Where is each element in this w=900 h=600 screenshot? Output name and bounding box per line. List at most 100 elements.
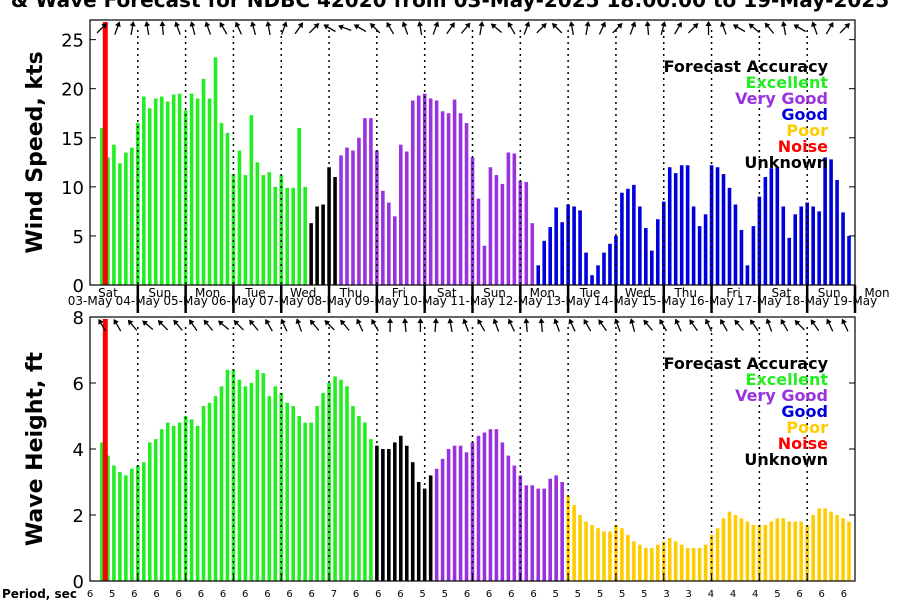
wave-bar (739, 518, 744, 581)
wave-bar (697, 548, 702, 581)
wind-bar (632, 184, 636, 285)
wind-direction-arrow (536, 23, 547, 34)
arrow-head (507, 21, 513, 28)
wave-legend-item: Good (781, 402, 828, 421)
arrow-head (309, 319, 316, 326)
wave-bar (357, 416, 361, 581)
wave-bar (596, 528, 600, 581)
arrow-head (793, 24, 800, 30)
arrow-head (127, 319, 134, 326)
period-value: 6 (198, 589, 204, 600)
wind-bar (542, 240, 547, 285)
wave-bar (536, 488, 541, 581)
wave-legend-item: Unknown (744, 450, 828, 469)
arrow-head (265, 318, 271, 325)
wave-bar (219, 386, 224, 581)
wave-bar (769, 521, 774, 581)
wave-bar (267, 396, 272, 581)
period-value: 6 (819, 589, 825, 600)
wave-direction-arrow (734, 319, 744, 331)
arrow-head (265, 21, 272, 27)
wind-bar (100, 127, 104, 286)
wave-bar (733, 515, 738, 581)
wind-bar (279, 175, 284, 285)
x-day-label: Thu (339, 286, 363, 300)
wave-direction-arrow (462, 318, 469, 332)
wind-bar (112, 144, 116, 285)
wave-bar (679, 544, 684, 581)
wind-y-tick-label: 10 (61, 178, 84, 199)
x-day-label: Mon (864, 286, 889, 300)
arrow-head (173, 319, 179, 326)
arrow-head (174, 21, 180, 28)
wind-bar (452, 99, 457, 285)
wind-bar (841, 212, 845, 285)
wind-bar (482, 245, 487, 285)
wind-bar (363, 118, 367, 286)
wave-bar (524, 485, 529, 581)
wind-bar (225, 132, 230, 285)
wind-bar (596, 265, 600, 285)
period-value: 6 (796, 589, 802, 600)
arrow-head (689, 319, 695, 326)
wind-bar (500, 183, 505, 285)
wave-legend-item: Noise (778, 434, 828, 453)
wave-bar (255, 369, 260, 581)
wave-bar (626, 534, 630, 581)
wave-bar (817, 508, 821, 581)
period-value: 6 (508, 589, 514, 600)
wind-bar (387, 202, 391, 285)
arrow-head (386, 21, 392, 28)
arrow-head (616, 23, 623, 29)
wind-bar (661, 201, 666, 285)
wave-bar (213, 396, 218, 581)
wave-bar (805, 524, 809, 581)
wave-direction-arrow (614, 318, 621, 332)
wave-bar (763, 524, 768, 581)
wind-direction-arrow (129, 21, 136, 36)
wave-direction-arrow (598, 319, 607, 332)
arrow-head (189, 21, 196, 27)
wind-bar (142, 96, 146, 285)
period-value: 6 (87, 589, 93, 600)
wind-bar (793, 214, 798, 285)
arrow-head (811, 21, 817, 28)
wave-direction-arrow (704, 318, 713, 332)
wave-bar (458, 445, 463, 581)
wind-bar (351, 150, 355, 285)
wind-bar (811, 206, 815, 285)
wind-direction-arrow (551, 23, 563, 34)
wind-direction-arrow (584, 21, 591, 36)
wave-direction-arrow (280, 318, 288, 332)
arrow-head (101, 23, 107, 29)
period-value: 3 (663, 589, 669, 600)
arrow-head (449, 22, 455, 29)
wind-bar (219, 123, 224, 285)
wave-bar (572, 505, 576, 581)
wave-bar (142, 462, 146, 581)
wave-bar (841, 518, 845, 581)
wind-bar (667, 167, 672, 285)
wind-direction-arrow (417, 21, 424, 36)
arrow-head (749, 319, 756, 326)
wind-direction-arrow (507, 21, 516, 35)
arrow-head (433, 21, 440, 28)
wind-bar (673, 173, 678, 285)
wave-bar (321, 392, 325, 581)
arrow-head (402, 318, 409, 324)
wind-bar (404, 151, 409, 285)
period-value: 6 (486, 589, 492, 600)
arrow-head (204, 21, 211, 28)
wave-bar (112, 465, 116, 581)
wind-direction-arrow (323, 24, 336, 33)
wave-bar (644, 548, 648, 581)
period-value: 6 (309, 589, 315, 600)
wave-y-tick-label: 2 (73, 506, 84, 527)
wind-bar (303, 186, 307, 285)
wave-bar (237, 379, 242, 581)
wind-direction-arrow (432, 21, 440, 35)
wind-bar (213, 57, 218, 285)
wind-bar (620, 192, 624, 285)
wind-direction-arrow (401, 21, 409, 35)
